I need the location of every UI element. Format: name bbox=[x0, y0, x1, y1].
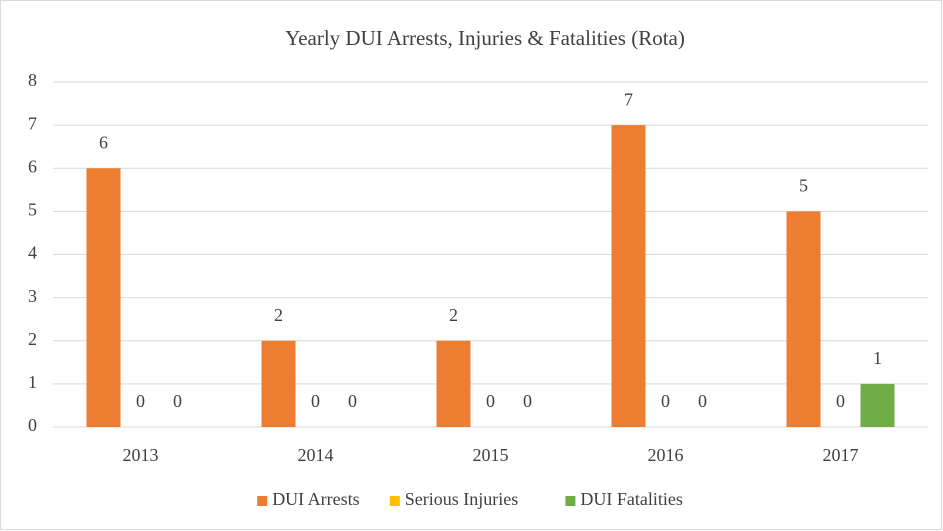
bar bbox=[611, 125, 646, 427]
y-tick-label: 6 bbox=[28, 156, 37, 176]
bar bbox=[86, 168, 121, 427]
data-label: 0 bbox=[311, 391, 320, 411]
chart-title: Yearly DUI Arrests, Injuries & Fatalitie… bbox=[285, 26, 685, 50]
data-label: 0 bbox=[698, 391, 707, 411]
data-label: 2 bbox=[449, 305, 458, 325]
x-tick-label: 2015 bbox=[473, 445, 509, 465]
x-tick-label: 2013 bbox=[123, 445, 159, 465]
legend-label: DUI Fatalities bbox=[580, 489, 682, 509]
legend-swatch bbox=[389, 496, 400, 506]
data-label: 7 bbox=[624, 89, 633, 109]
data-label: 0 bbox=[523, 391, 532, 411]
bar bbox=[786, 211, 821, 427]
y-tick-label: 2 bbox=[28, 329, 37, 349]
data-label: 1 bbox=[873, 348, 882, 368]
y-tick-label: 5 bbox=[28, 200, 37, 220]
data-label: 0 bbox=[836, 391, 845, 411]
y-tick-label: 8 bbox=[28, 70, 37, 90]
data-label: 0 bbox=[173, 391, 182, 411]
data-label: 5 bbox=[799, 176, 808, 196]
data-label: 6 bbox=[99, 132, 108, 152]
x-tick-label: 2016 bbox=[648, 445, 684, 465]
y-tick-label: 7 bbox=[28, 113, 37, 133]
legend-swatch bbox=[565, 496, 576, 506]
x-tick-label: 2014 bbox=[298, 445, 334, 465]
bar bbox=[261, 340, 296, 427]
y-tick-label: 4 bbox=[28, 243, 37, 263]
legend-label: Serious Injuries bbox=[405, 489, 518, 509]
x-tick-label: 2017 bbox=[823, 445, 859, 465]
data-label: 0 bbox=[348, 391, 357, 411]
data-label: 0 bbox=[661, 391, 670, 411]
data-label: 2 bbox=[274, 305, 283, 325]
bar bbox=[436, 340, 471, 427]
legend-label: DUI Arrests bbox=[272, 489, 360, 509]
data-label: 0 bbox=[136, 391, 145, 411]
y-tick-label: 0 bbox=[28, 415, 37, 435]
legend-swatch bbox=[257, 496, 268, 506]
y-tick-label: 3 bbox=[28, 286, 37, 306]
y-tick-label: 1 bbox=[28, 372, 37, 392]
data-label: 0 bbox=[486, 391, 495, 411]
bar bbox=[860, 383, 895, 427]
